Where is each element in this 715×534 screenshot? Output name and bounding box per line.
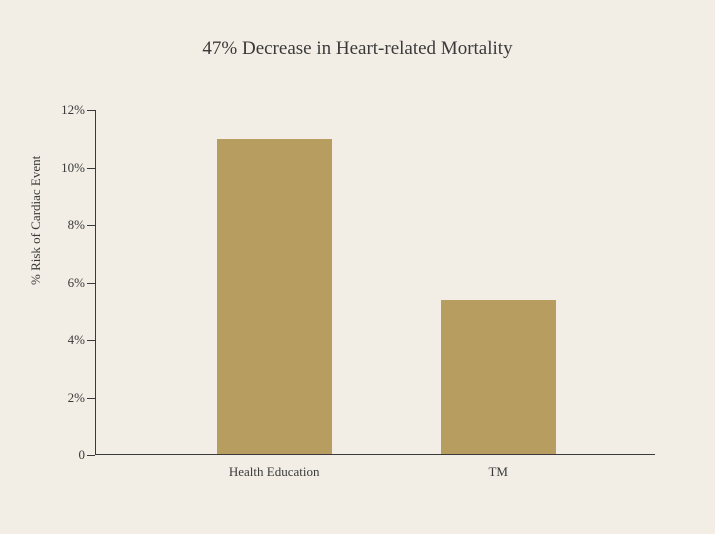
y-tick-label: 4% xyxy=(40,332,85,348)
y-tick xyxy=(87,455,95,456)
y-tick xyxy=(87,283,95,284)
x-tick-label: Health Education xyxy=(229,464,320,480)
plot-area: 02%4%6%8%10%12%Health EducationTM xyxy=(95,110,655,455)
y-tick xyxy=(87,225,95,226)
y-tick xyxy=(87,398,95,399)
x-tick-label: TM xyxy=(488,464,508,480)
y-tick-label: 10% xyxy=(40,160,85,176)
bar xyxy=(217,139,332,454)
y-tick-label: 2% xyxy=(40,390,85,406)
y-tick-label: 12% xyxy=(40,102,85,118)
y-tick-label: 6% xyxy=(40,275,85,291)
y-tick-label: 8% xyxy=(40,217,85,233)
chart-title: 47% Decrease in Heart-related Mortality xyxy=(0,38,715,60)
bar xyxy=(441,300,556,454)
y-tick-label: 0 xyxy=(40,447,85,463)
y-axis-line xyxy=(95,110,96,455)
y-tick xyxy=(87,110,95,111)
x-axis-line xyxy=(95,454,655,455)
y-tick xyxy=(87,340,95,341)
y-tick xyxy=(87,168,95,169)
